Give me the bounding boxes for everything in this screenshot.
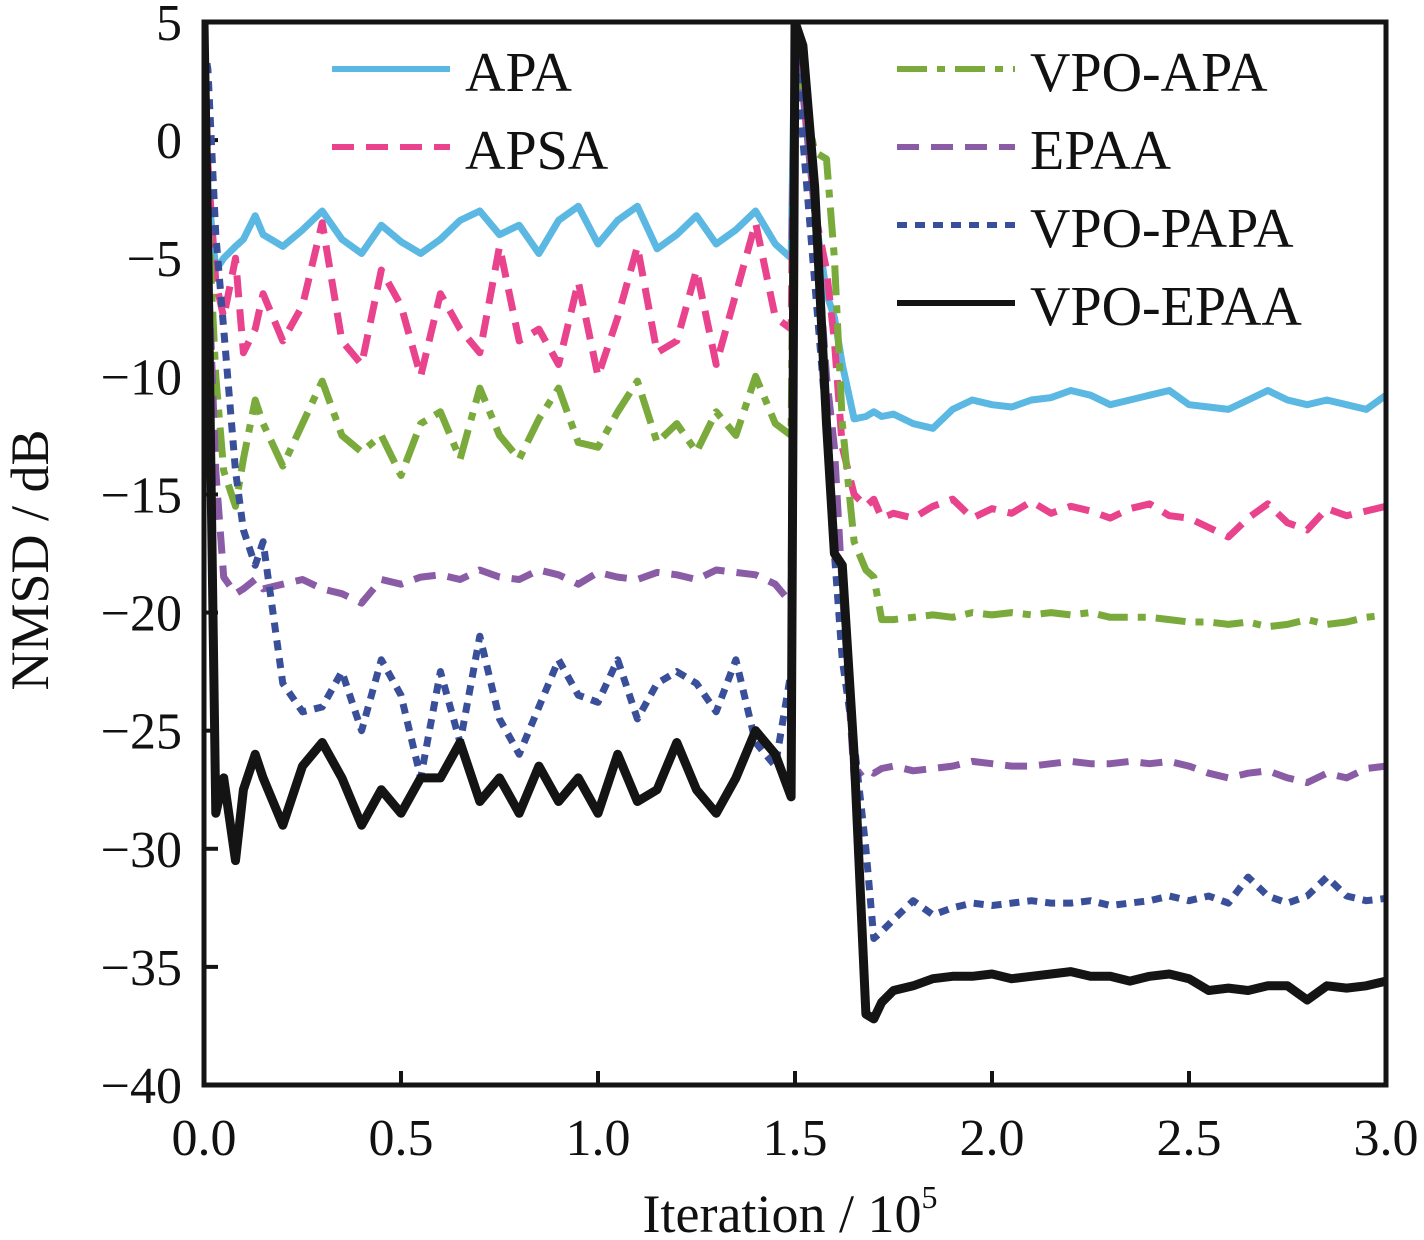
legend-item-apsa: APSA bbox=[332, 120, 609, 182]
legend-label: VPO-APA bbox=[1030, 42, 1268, 104]
legend-item-vpo-apa: VPO-APA bbox=[897, 42, 1268, 104]
x-tick-label: 2.5 bbox=[1157, 1110, 1222, 1167]
x-tick-label: 1.0 bbox=[566, 1110, 631, 1167]
y-tick-label: 0 bbox=[156, 113, 182, 170]
x-tick-label: 3.0 bbox=[1354, 1110, 1419, 1167]
legend-label: APA bbox=[465, 42, 572, 104]
legend-label: EPAA bbox=[1030, 120, 1172, 182]
x-axis-title-main: Iteration / 10 bbox=[643, 1184, 922, 1240]
x-tick-label: 2.0 bbox=[960, 1110, 1025, 1167]
y-tick-label: −20 bbox=[101, 586, 182, 643]
series-line-apsa bbox=[204, 22, 1386, 541]
series-line-epaa bbox=[204, 22, 1386, 787]
legend-label: VPO-PAPA bbox=[1030, 198, 1294, 260]
y-tick-label: 5 bbox=[156, 0, 182, 52]
series-line-vpo-papa bbox=[204, 22, 1386, 942]
x-tick-label: 1.5 bbox=[763, 1110, 828, 1167]
plot-area bbox=[204, 22, 1386, 1024]
legend-item-epaa: EPAA bbox=[897, 120, 1172, 182]
series-layer bbox=[204, 22, 1386, 1024]
series-line-vpo-apa bbox=[204, 22, 1386, 631]
y-tick-label: −30 bbox=[101, 822, 182, 879]
x-axis-title-superscript: 5 bbox=[921, 1179, 937, 1215]
x-tick-label: 0.0 bbox=[172, 1110, 237, 1167]
legend-item-apa: APA bbox=[332, 42, 572, 104]
y-axis-title: NMSD / dB bbox=[0, 429, 60, 690]
x-axis: 0.0 0.5 1.0 1.5 2.0 2.5 3.0 bbox=[172, 1071, 1419, 1167]
legend-item-vpo-epaa: VPO-EPAA bbox=[897, 276, 1302, 338]
x-axis-title: Iteration / 105 bbox=[643, 1179, 938, 1240]
legend-label: APSA bbox=[465, 120, 609, 182]
y-tick-label: −35 bbox=[101, 940, 182, 997]
y-axis: 5 0 −5 −10 −15 −20 −25 −30 −35 −40 bbox=[101, 0, 218, 1115]
y-tick-label: −15 bbox=[101, 467, 182, 524]
legend-label: VPO-EPAA bbox=[1030, 276, 1302, 338]
series-line-apa bbox=[204, 22, 1386, 432]
x-tick-label: 0.5 bbox=[369, 1110, 434, 1167]
legend-item-vpo-papa: VPO-PAPA bbox=[897, 198, 1294, 260]
legend: APA APSA VPO-APA EPAA VPO-PAPA VPO-EPAA bbox=[332, 42, 1302, 338]
y-tick-label: −25 bbox=[101, 704, 182, 761]
plot-frame bbox=[201, 19, 1389, 1088]
y-tick-label: −40 bbox=[101, 1058, 182, 1115]
y-tick-label: −5 bbox=[127, 231, 182, 288]
series-line-vpo-epaa bbox=[204, 22, 1386, 1024]
y-tick-label: −10 bbox=[101, 349, 182, 406]
